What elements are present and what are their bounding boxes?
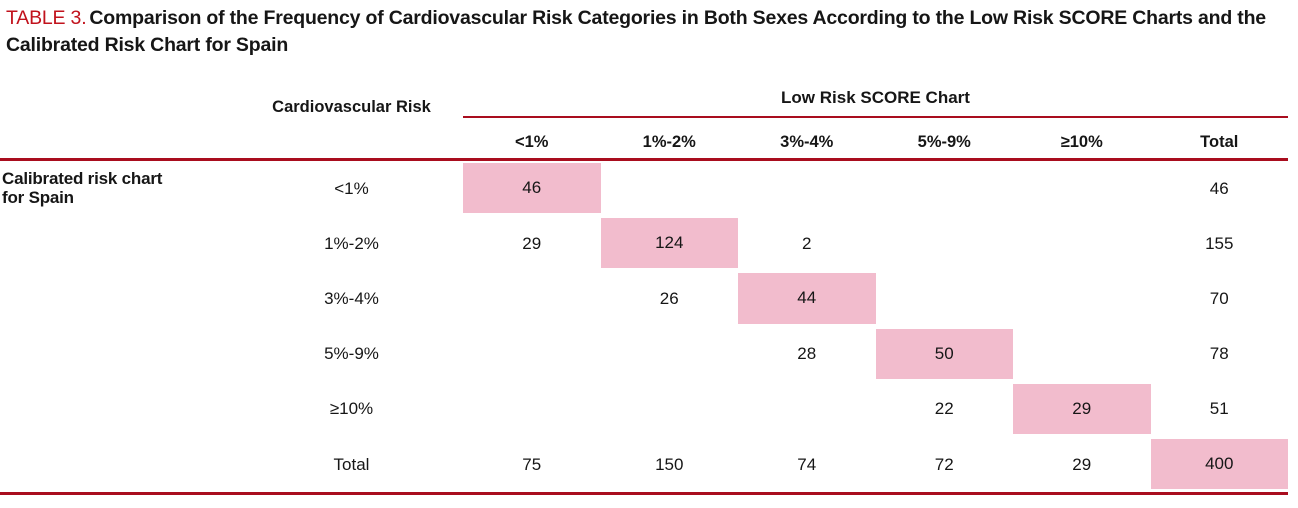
table-cell <box>1013 271 1151 326</box>
table-cell: 28 <box>797 344 817 364</box>
row-category: 5%-9% <box>324 344 379 364</box>
row-group-label-line1: Calibrated risk chart <box>2 169 163 188</box>
table-cell: 44 <box>738 271 876 326</box>
table-cell: 400 <box>1150 437 1288 492</box>
table-cell: 29 <box>522 233 542 253</box>
table-cell <box>876 216 1014 271</box>
column-header-gte10pct: ≥10% <box>1060 133 1103 151</box>
table-cell <box>601 327 739 382</box>
row-group-stub-spacer <box>0 382 240 437</box>
table-cell <box>463 382 601 437</box>
table-header: Cardiovascular Risk Low Risk SCORE Chart… <box>0 82 1288 158</box>
table-cell: 72 <box>934 454 954 474</box>
table-cell <box>463 271 601 326</box>
row-group-stub-spacer <box>0 327 240 382</box>
table-cell <box>601 382 739 437</box>
table-cell: 74 <box>797 454 817 474</box>
table-cell: 29 <box>1072 454 1092 474</box>
row-category: ≥10% <box>329 399 374 419</box>
table-title: TABLE 3. Comparison of the Frequency of C… <box>6 5 1290 59</box>
column-header-total: Total <box>1200 133 1239 151</box>
table-cell: 150 <box>655 454 684 474</box>
row-category: 1%-2% <box>324 233 379 253</box>
row-category: Total <box>333 454 370 474</box>
table-cell: 124 <box>600 216 738 271</box>
row-category: <1% <box>334 178 369 198</box>
table-cell <box>876 161 1014 216</box>
table-cell <box>1013 327 1151 382</box>
table-body: Calibrated risk chart for Spain <1% 46 4… <box>0 158 1288 496</box>
table-cell <box>463 327 601 382</box>
table-cell: 2 <box>802 233 812 253</box>
table-cell: 46 <box>463 161 601 216</box>
stub-column-header: Cardiovascular Risk <box>272 98 431 116</box>
table-title-text: Comparison of the Frequency of Cardiovas… <box>6 7 1266 56</box>
row-group-stub-spacer <box>0 437 240 492</box>
row-category: 3%-4% <box>324 288 379 308</box>
table-number-label: TABLE 3. <box>6 7 87 29</box>
group-header-low-risk-score-chart: Low Risk SCORE Chart <box>463 82 1288 118</box>
table-cell: 46 <box>1209 178 1229 198</box>
table-cell: 155 <box>1205 233 1234 253</box>
table-cell: 78 <box>1209 344 1229 364</box>
table-cell <box>601 161 739 216</box>
table-cell: 70 <box>1209 288 1229 308</box>
row-group-label: Calibrated risk chart for Spain <box>0 161 240 216</box>
table-cell: 22 <box>934 399 954 419</box>
table-cell <box>738 382 876 437</box>
table-cell: 51 <box>1209 399 1229 419</box>
table-cell: 26 <box>659 288 679 308</box>
row-group-stub-spacer <box>0 216 240 271</box>
column-header-lt1pct: <1% <box>515 133 549 151</box>
table-cell <box>876 271 1014 326</box>
table-cell <box>738 161 876 216</box>
table-cell: 29 <box>1013 382 1151 437</box>
row-group-stub-spacer <box>0 271 240 326</box>
column-header-5-9pct: 5%-9% <box>917 133 971 151</box>
column-header-1-2pct: 1%-2% <box>642 133 696 151</box>
row-group-label-line2: for Spain <box>2 188 74 207</box>
column-header-3-4pct: 3%-4% <box>780 133 834 151</box>
table-cell: 50 <box>875 327 1013 382</box>
table-cell <box>1013 161 1151 216</box>
table-cell <box>1013 216 1151 271</box>
table-cell: 75 <box>522 454 542 474</box>
